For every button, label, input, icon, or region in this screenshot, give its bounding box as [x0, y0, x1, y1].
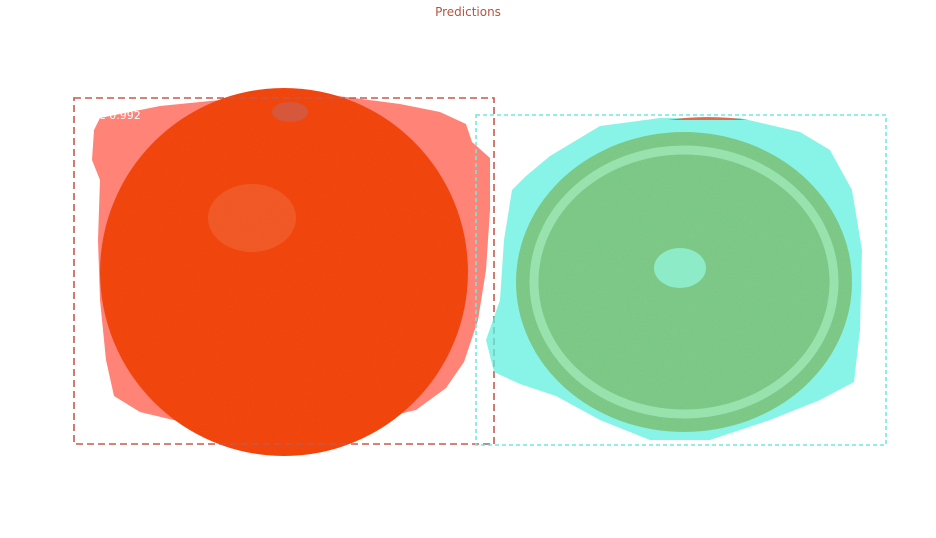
- orange-navel: [208, 184, 296, 252]
- orange-half-core: [654, 248, 706, 288]
- detection-orange-half: [476, 115, 886, 445]
- detection-label-orange: ge 0.992: [92, 109, 141, 122]
- orange-stem: [272, 102, 308, 122]
- orange-top-sliver: [668, 117, 748, 120]
- detection-orange: [74, 88, 494, 456]
- orange-fruit: [100, 88, 468, 456]
